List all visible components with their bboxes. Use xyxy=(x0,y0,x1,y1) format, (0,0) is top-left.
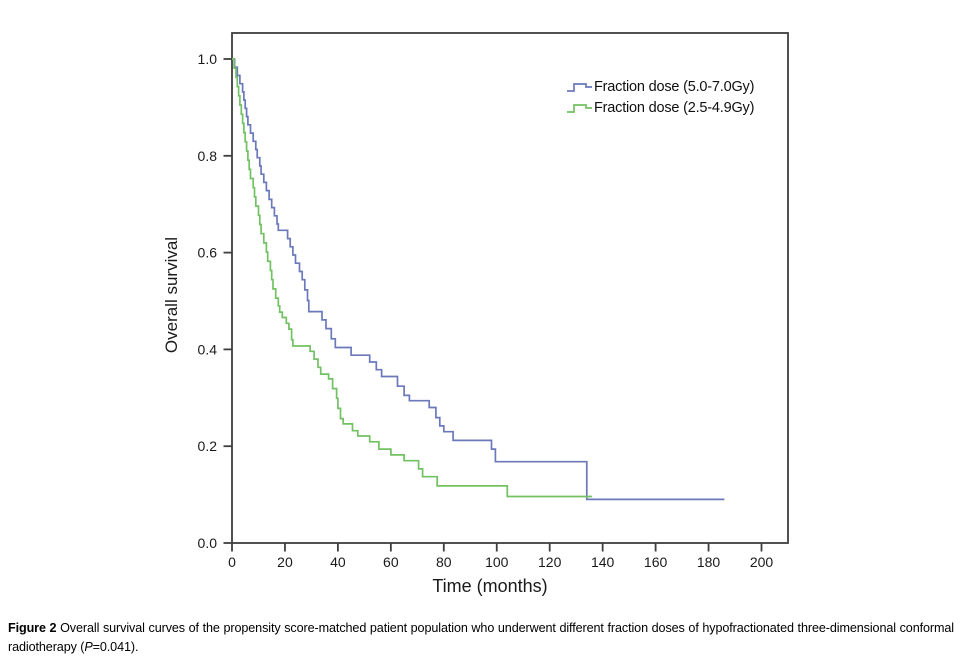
x-tick-label: 100 xyxy=(485,554,509,570)
figure-caption-p-symbol: P xyxy=(84,640,93,654)
y-tick-label: 0.8 xyxy=(198,148,218,164)
x-tick-label: 120 xyxy=(538,554,562,570)
y-tick-label: 0.2 xyxy=(198,438,218,454)
x-axis-title: Time (months) xyxy=(432,576,547,596)
legend-line-sample-blue xyxy=(567,82,592,92)
step-line-glyph xyxy=(567,82,592,92)
x-tick-label: 200 xyxy=(750,554,774,570)
km-survival-plot: 0.0 0.2 0.4 0.6 0.8 1.0 0 20 40 60 80 100 120 140 160… xyxy=(162,32,789,596)
y-axis-ticks: 0.0 0.2 0.4 0.6 0.8 1.0 xyxy=(198,51,232,551)
y-tick-label: 0.0 xyxy=(198,535,218,551)
legend-item-high-dose: Fraction dose (5.0-7.0Gy) xyxy=(566,76,754,97)
survival-curves xyxy=(232,58,725,501)
x-tick-label: 60 xyxy=(383,554,399,570)
survival-curve-high-dose xyxy=(232,58,725,501)
x-axis-ticks: 0 20 40 60 80 100 120 140 160 180 200 xyxy=(228,543,773,570)
x-tick-label: 80 xyxy=(436,554,452,570)
x-tick-label: 180 xyxy=(697,554,721,570)
figure-caption-label: Figure 2 xyxy=(8,621,57,635)
figure-caption-tail: =0.041). xyxy=(92,640,139,654)
x-tick-label: 40 xyxy=(330,554,346,570)
y-tick-label: 1.0 xyxy=(198,51,218,67)
legend-line-sample-green xyxy=(567,103,592,113)
y-tick-label: 0.4 xyxy=(198,341,218,357)
legend-label-high-dose: Fraction dose (5.0-7.0Gy) xyxy=(594,78,755,95)
x-tick-label: 160 xyxy=(644,554,668,570)
survival-curve-low-dose xyxy=(232,58,593,498)
plot-frame xyxy=(231,32,789,544)
step-line-glyph xyxy=(567,103,592,113)
x-tick-label: 0 xyxy=(228,554,236,570)
legend-label-low-dose: Fraction dose (2.5-4.9Gy) xyxy=(594,99,755,116)
figure-caption: Figure 2 Overall survival curves of the … xyxy=(8,619,954,657)
legend: Fraction dose (5.0-7.0Gy) Fraction dose … xyxy=(566,76,754,118)
x-tick-label: 20 xyxy=(277,554,293,570)
y-axis-title: Overall survival xyxy=(162,237,181,353)
x-tick-label: 140 xyxy=(591,554,615,570)
y-tick-label: 0.6 xyxy=(198,245,218,261)
figure-caption-body: Overall survival curves of the propensit… xyxy=(8,621,954,654)
legend-item-low-dose: Fraction dose (2.5-4.9Gy) xyxy=(566,97,754,118)
